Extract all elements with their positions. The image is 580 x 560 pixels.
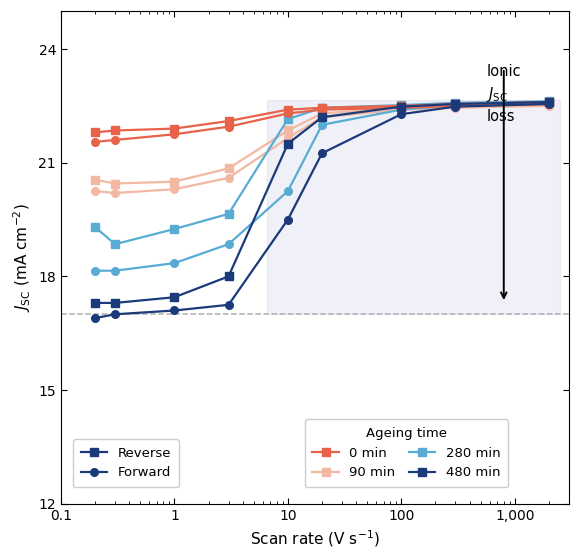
Polygon shape — [267, 100, 560, 314]
Legend: 0 min, 90 min, 280 min, 480 min: 0 min, 90 min, 280 min, 480 min — [304, 419, 508, 487]
Y-axis label: $J_{\mathrm{SC}}$ (mA cm$^{-2}$): $J_{\mathrm{SC}}$ (mA cm$^{-2}$) — [11, 203, 33, 312]
X-axis label: Scan rate (V s$^{-1}$): Scan rate (V s$^{-1}$) — [250, 528, 380, 549]
Text: Ionic
$J_{\mathrm{SC}}$
loss: Ionic $J_{\mathrm{SC}}$ loss — [486, 64, 521, 124]
